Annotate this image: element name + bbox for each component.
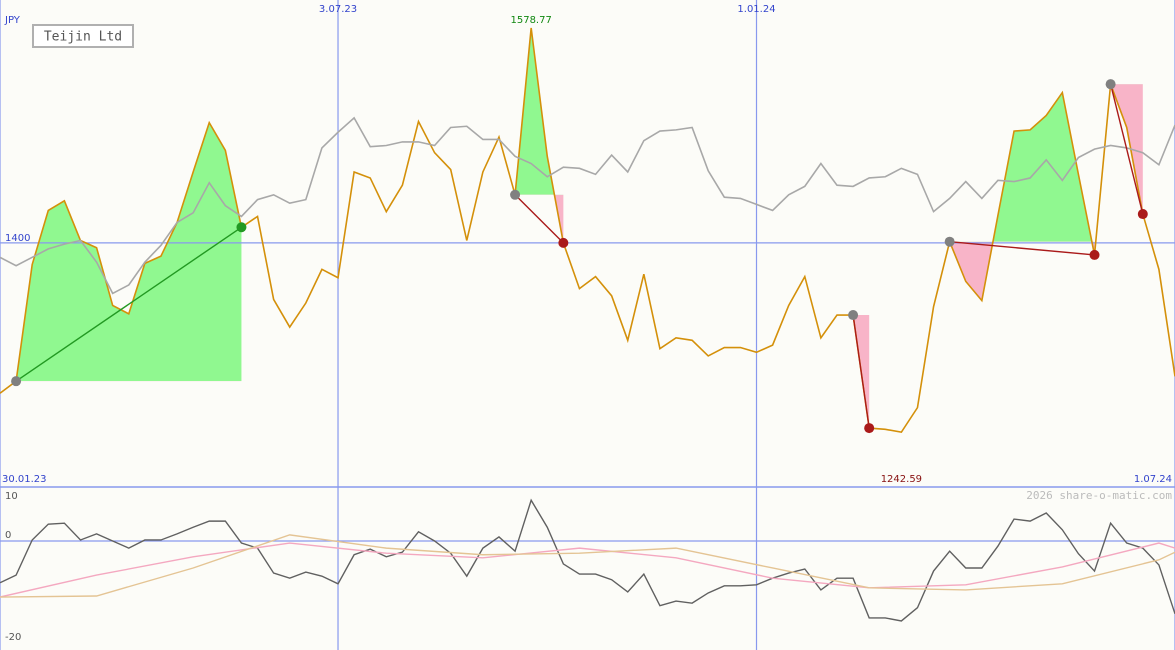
y-tick-label: 10 <box>5 491 18 502</box>
entry-marker <box>944 236 955 247</box>
x-tick-label: 1.01.24 <box>737 4 775 15</box>
y-tick-label: 0 <box>5 530 11 541</box>
trade-loss-area <box>949 241 1095 301</box>
series-line <box>0 116 1175 295</box>
trade-line <box>15 226 242 382</box>
source: 2026 share-o-matic.com <box>1026 489 1172 502</box>
max-label: 1578.77 <box>510 15 551 26</box>
trade-line <box>852 314 870 429</box>
trade-gain-area <box>515 27 564 195</box>
exit-marker <box>558 237 569 248</box>
entry-marker <box>848 310 859 321</box>
trade-gain-area <box>949 92 1095 242</box>
y-tick-label: 1400 <box>5 233 30 244</box>
trade-line <box>514 194 564 244</box>
chart-title: Teijin Ltd <box>44 30 122 45</box>
entry-marker <box>11 376 22 387</box>
x-tick-label: 3.07.23 <box>319 4 357 15</box>
series-line <box>0 498 1175 622</box>
y-tick-label: -20 <box>5 632 21 643</box>
min-label: 1242.59 <box>881 474 922 485</box>
line-layer <box>0 498 1175 622</box>
line-layer <box>0 27 1175 434</box>
label-layer: 1400 30.01.23 3.07.23 1.01.24 1.07.24 1578.77… <box>2 4 1172 502</box>
entry-marker <box>510 189 521 200</box>
series-line <box>0 542 1175 598</box>
label-layer: 10 0 -20 <box>5 491 21 643</box>
exit-marker <box>236 222 247 233</box>
x-tick-label: 1.07.24 <box>1134 474 1172 485</box>
trade-gain-area <box>16 122 242 382</box>
exit-marker <box>1089 249 1100 260</box>
exit-marker <box>1137 209 1148 220</box>
marker-layer <box>11 79 1148 434</box>
trade-loss-area <box>515 194 564 243</box>
series-line <box>0 534 1175 598</box>
entry-marker <box>1105 79 1116 90</box>
x-tick-label: 30.01.23 <box>2 474 47 485</box>
series-line <box>0 27 1175 434</box>
trade-loss-area <box>1110 84 1143 215</box>
trade-line <box>1109 84 1144 215</box>
fill-layer <box>16 27 1143 429</box>
y-axis-label: JPY <box>4 15 21 26</box>
trade-line <box>949 240 1095 256</box>
exit-marker <box>864 423 875 434</box>
title-box <box>32 24 134 48</box>
